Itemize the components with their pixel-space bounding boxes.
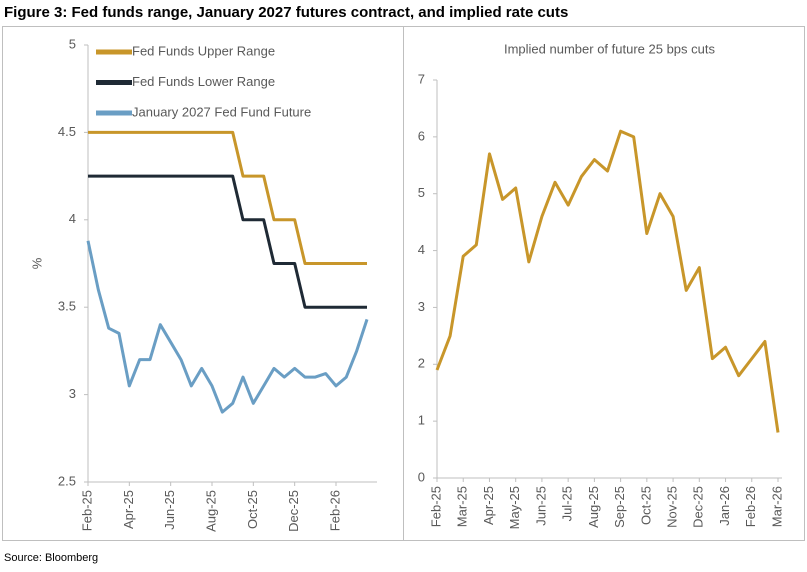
x-tick-label: Mar-26 bbox=[769, 486, 784, 527]
x-tick-label: Jun-25 bbox=[162, 490, 177, 530]
y-tick-label: 4.5 bbox=[58, 124, 76, 139]
y-tick-label: 3.5 bbox=[58, 299, 76, 314]
y-axis-label: % bbox=[29, 257, 44, 269]
source: Source: Bloomberg bbox=[4, 552, 98, 564]
x-tick-label: Apr-25 bbox=[121, 490, 136, 529]
x-tick-label: May-25 bbox=[507, 486, 522, 529]
chart-title: Implied number of future 25 bps cuts bbox=[504, 41, 716, 56]
series-line bbox=[435, 129, 780, 433]
series-line bbox=[86, 240, 369, 414]
figure-title: Figure 3: Fed funds range, January 2027 … bbox=[4, 4, 568, 21]
y-tick-label: 7 bbox=[418, 71, 425, 86]
x-tick-label: Aug-25 bbox=[586, 486, 601, 528]
frame bbox=[2, 26, 805, 541]
x-tick-label: Feb-25 bbox=[428, 486, 443, 527]
x-tick-label: Dec-25 bbox=[691, 486, 706, 528]
y-tick-label: 5 bbox=[418, 185, 425, 200]
series-line bbox=[88, 130, 367, 265]
y-tick-label: 4 bbox=[418, 242, 425, 257]
legend-label: Fed Funds Upper Range bbox=[132, 43, 275, 58]
series-line bbox=[88, 174, 367, 309]
x-tick-label: Mar-25 bbox=[455, 486, 470, 527]
x-tick-label: Jun-25 bbox=[533, 486, 548, 526]
x-tick-label: Feb-26 bbox=[327, 490, 342, 531]
x-tick-label: Jan-26 bbox=[717, 486, 732, 526]
legend-label: January 2027 Fed Fund Future bbox=[132, 104, 311, 119]
y-tick-label: 3 bbox=[418, 299, 425, 314]
x-tick-label: Nov-25 bbox=[665, 486, 680, 528]
x-tick-label: Feb-25 bbox=[79, 490, 94, 531]
x-tick-label: Apr-25 bbox=[481, 486, 496, 525]
y-tick-label: 3 bbox=[69, 386, 76, 401]
y-tick-label: 2.5 bbox=[58, 473, 76, 488]
y-tick-label: 4 bbox=[69, 211, 76, 226]
x-tick-label: Aug-25 bbox=[203, 490, 218, 532]
x-tick-label: Feb-26 bbox=[743, 486, 758, 527]
y-tick-label: 0 bbox=[418, 469, 425, 484]
y-tick-label: 5 bbox=[69, 36, 76, 51]
x-tick-label: Dec-25 bbox=[286, 490, 301, 532]
legend-label: Fed Funds Lower Range bbox=[132, 74, 275, 89]
y-tick-label: 6 bbox=[418, 128, 425, 143]
x-tick-label: Sep-25 bbox=[612, 486, 627, 528]
x-tick-label: Oct-25 bbox=[245, 490, 260, 529]
x-tick-label: Jul-25 bbox=[560, 486, 575, 521]
x-tick-label: Oct-25 bbox=[638, 486, 653, 525]
y-tick-label: 1 bbox=[418, 413, 425, 428]
y-tick-label: 2 bbox=[418, 356, 425, 371]
